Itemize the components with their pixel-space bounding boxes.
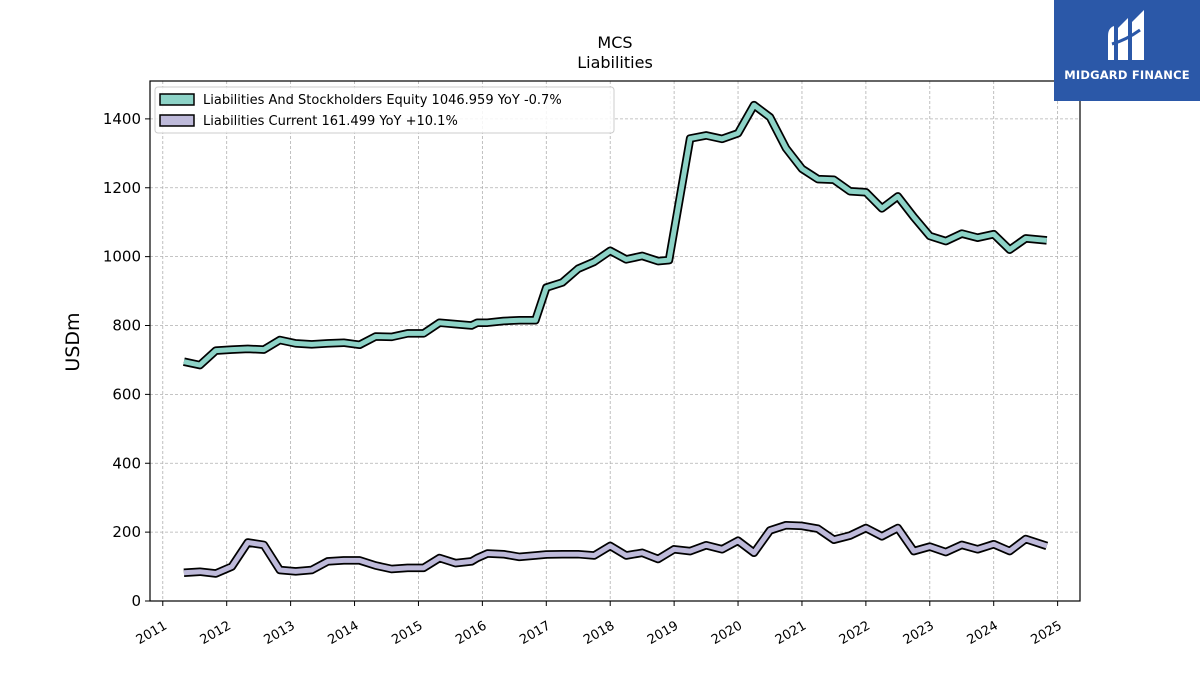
midgard-finance-logo: MIDGARD FINANCE — [1054, 0, 1200, 101]
y-tick-label: 200 — [112, 523, 141, 541]
legend: Liabilities And Stockholders Equity 1046… — [154, 86, 615, 134]
y-axis: 0 200 400 600 800 1000 1200 1400 — [103, 110, 150, 610]
y-tick-label: 1400 — [103, 110, 141, 128]
x-tick-label: 2016 — [453, 618, 489, 648]
y-tick-label: 1200 — [103, 179, 141, 197]
x-tick-label: 2023 — [901, 618, 937, 648]
legend-swatch-equity — [159, 93, 195, 106]
x-tick-label: 2012 — [198, 618, 234, 648]
plot-frame — [149, 80, 1081, 602]
x-tick-label: 2018 — [581, 618, 617, 648]
logo-mark-icon — [1108, 10, 1144, 60]
y-axis-label: USDm — [62, 312, 84, 371]
x-tick-label: 2013 — [262, 618, 298, 648]
series-lines — [183, 100, 1049, 578]
x-tick-label: 2021 — [773, 618, 809, 648]
y-tick-label: 0 — [131, 592, 141, 610]
x-tick-label: 2019 — [645, 618, 681, 648]
x-tick-label: 2022 — [837, 618, 873, 648]
series-line-0 — [183, 102, 1048, 368]
y-tick-label: 400 — [112, 454, 141, 472]
x-axis: 2011 2012 2013 2014 2015 2016 2017 2018 2019 2020… — [134, 601, 1065, 648]
x-tick-label: 2014 — [325, 618, 361, 648]
y-tick-label: 800 — [112, 317, 141, 335]
x-tick-label: 2025 — [1029, 618, 1065, 648]
x-tick-label: 2020 — [709, 618, 745, 648]
y-tick-label: 600 — [112, 385, 141, 403]
x-tick-label: 2015 — [389, 618, 425, 648]
x-tick-label: 2024 — [965, 618, 1001, 648]
y-tick-label: 1000 — [103, 248, 141, 266]
series-line-outline-0 — [183, 100, 1048, 370]
chart-title: MCS — [597, 33, 632, 52]
x-tick-label: 2011 — [134, 618, 170, 648]
series-line-1 — [183, 522, 1048, 576]
legend-box — [154, 86, 615, 134]
legend-label-equity: Liabilities And Stockholders Equity 1046… — [203, 93, 562, 108]
legend-label-current: Liabilities Current 161.499 YoY +10.1% — [203, 114, 458, 129]
logo-text: MIDGARD FINANCE — [1064, 68, 1190, 82]
x-tick-label: 2017 — [517, 618, 553, 648]
legend-swatch-current — [159, 114, 195, 127]
chart-subtitle: Liabilities — [577, 53, 653, 72]
